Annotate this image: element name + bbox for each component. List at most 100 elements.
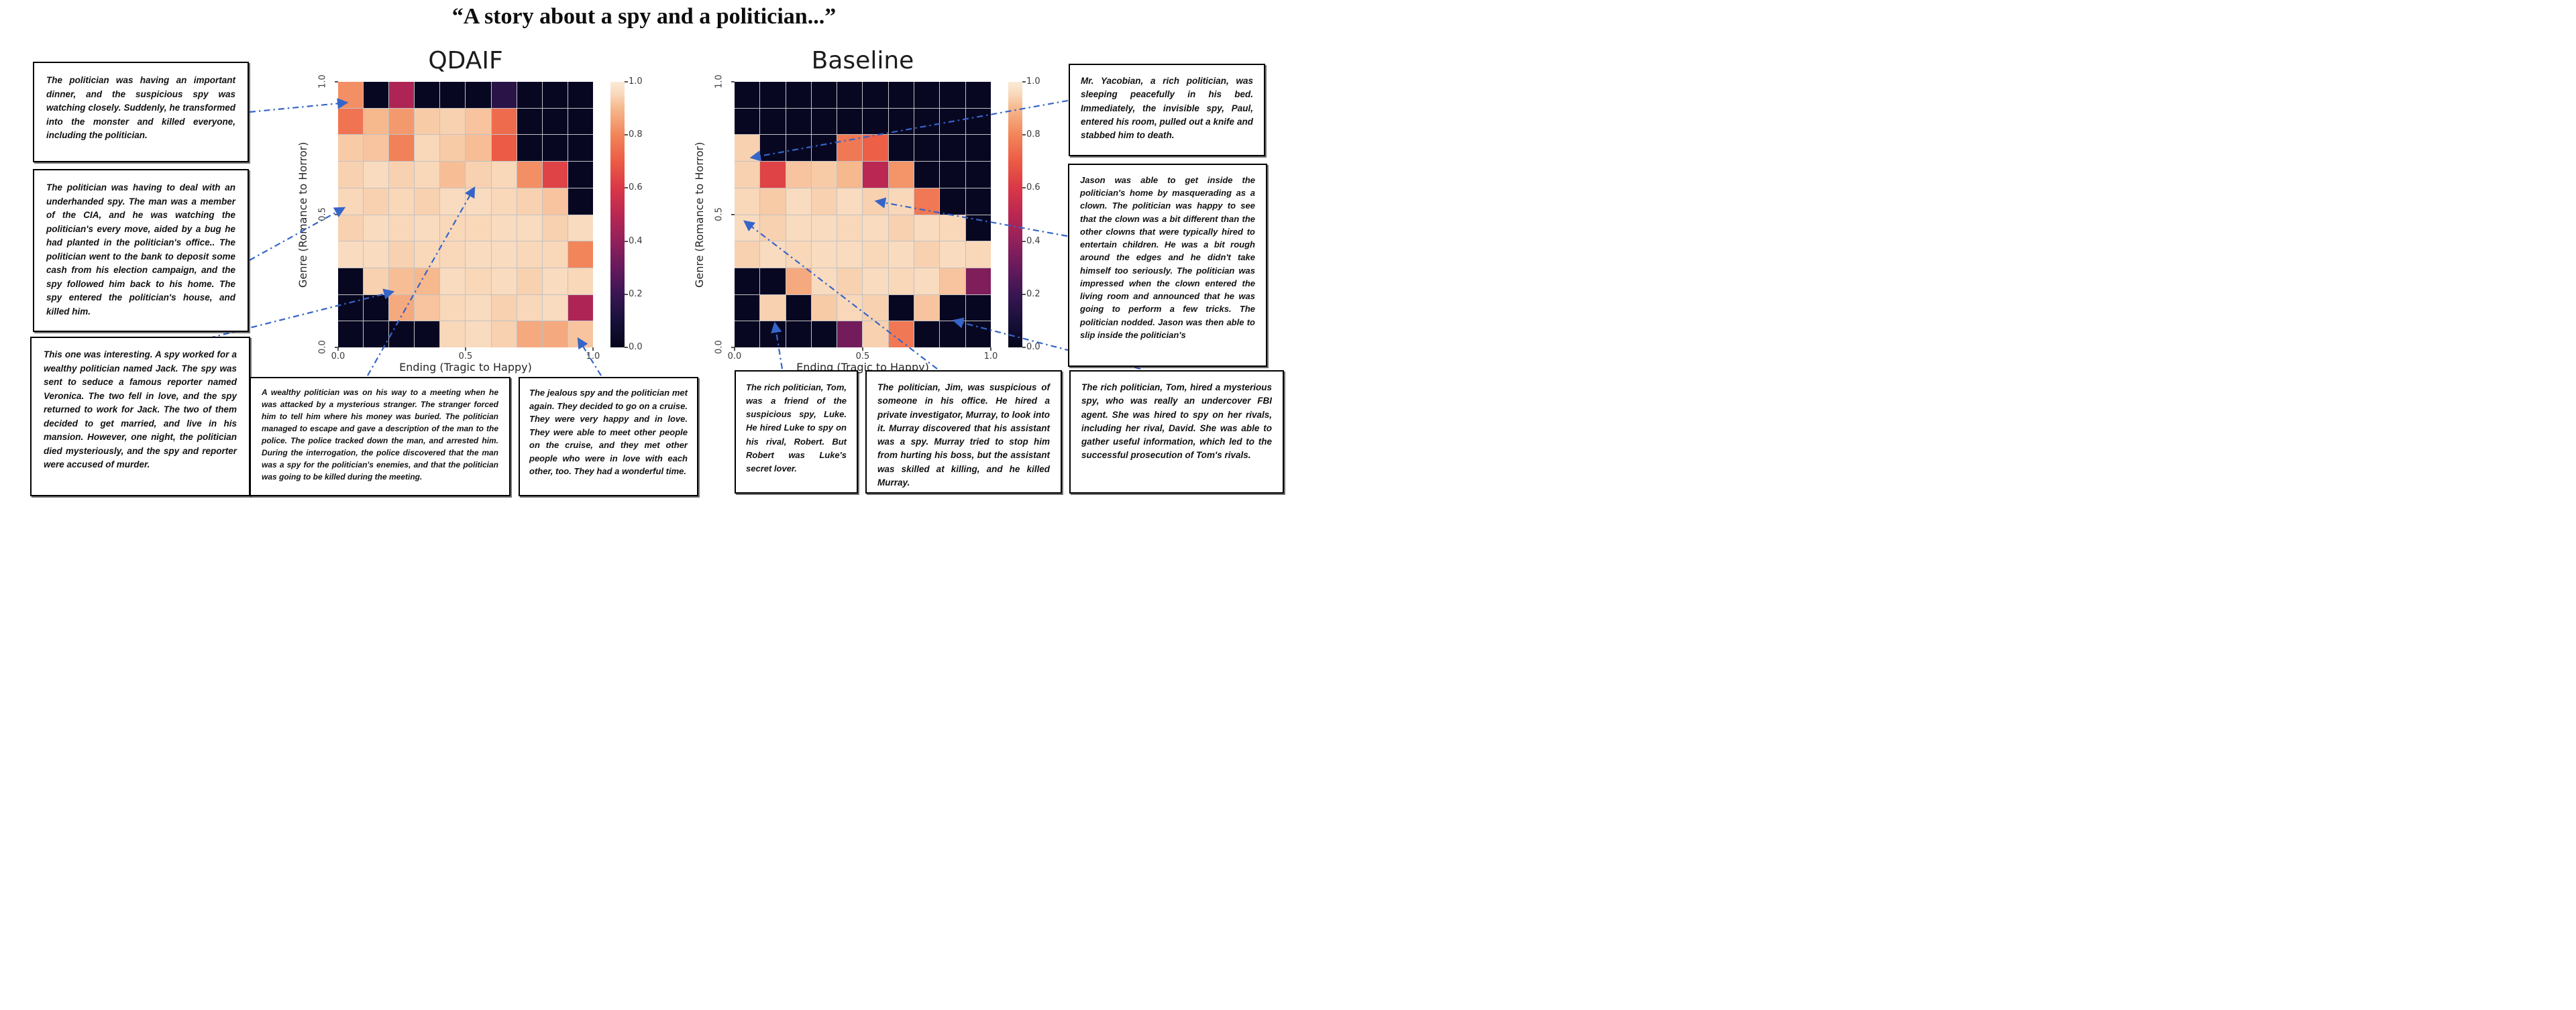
heatmap-cell: [542, 162, 568, 188]
qdaif-panel-title: QDAIF: [428, 47, 503, 74]
heatmap-cell: [415, 241, 440, 268]
colorbar-tick-mark: [1022, 293, 1026, 295]
heatmap-cell: [786, 82, 811, 108]
heatmap-cell: [517, 82, 542, 108]
heatmap-cell: [965, 294, 991, 321]
heatmap-cell: [491, 241, 517, 268]
heatmap-cell: [863, 215, 888, 241]
colorbar-tick-mark: [625, 240, 628, 242]
heatmap-cell: [837, 321, 863, 347]
heatmap-cell: [517, 188, 542, 215]
heatmap-cell: [811, 215, 837, 241]
heatmap-cell: [940, 215, 965, 241]
heatmap-cell: [542, 188, 568, 215]
heatmap-cell: [811, 162, 837, 188]
heatmap-cell: [542, 321, 568, 347]
colorbar-tick-label: 0.4: [629, 235, 643, 246]
heatmap-cell: [338, 82, 364, 108]
heatmap-cell: [440, 108, 466, 135]
heatmap-cell: [888, 188, 914, 215]
y-tick-label: 0.5: [714, 207, 724, 221]
colorbar-tick-mark: [625, 81, 628, 82]
heatmap-cell: [837, 135, 863, 162]
heatmap-cell: [811, 188, 837, 215]
story-text: The rich politician, Tom, hired a myster…: [1081, 382, 1272, 461]
heatmap-cell: [888, 162, 914, 188]
heatmap-cell: [440, 162, 466, 188]
heatmap-cell: [491, 135, 517, 162]
heatmap-cell: [735, 82, 760, 108]
heatmap-cell: [965, 82, 991, 108]
x-tick-label: 1.0: [983, 351, 998, 361]
heatmap-cell: [517, 108, 542, 135]
story-text: Mr. Yacobian, a rich politician, was sle…: [1081, 76, 1253, 140]
heatmap-cell: [786, 268, 811, 294]
heatmap-cell: [760, 294, 786, 321]
heatmap-cell: [760, 108, 786, 135]
heatmap-cell: [786, 108, 811, 135]
story-text: A wealthy politician was on his way to a…: [262, 388, 498, 482]
heatmap-cell: [364, 108, 389, 135]
colorbar-tick-label: 0.4: [1026, 235, 1040, 246]
story-text: This one was interesting. A spy worked f…: [44, 349, 237, 470]
heatmap-cell: [786, 294, 811, 321]
x-tick-mark: [337, 347, 339, 351]
x-tick-label: 0.5: [855, 351, 870, 361]
heatmap-cell: [466, 82, 491, 108]
heatmap-cell: [466, 108, 491, 135]
colorbar-tick-mark: [1022, 81, 1026, 82]
story-text: The jealous spy and the politician met a…: [529, 388, 688, 476]
heatmap-cell: [517, 241, 542, 268]
heatmap-cell: [888, 135, 914, 162]
heatmap-cell: [338, 135, 364, 162]
heatmap-cell: [568, 241, 593, 268]
heatmap-cell: [914, 188, 940, 215]
heatmap-cell: [863, 135, 888, 162]
heatmap-cell: [491, 108, 517, 135]
heatmap-cell: [389, 162, 415, 188]
heatmap-cell: [888, 268, 914, 294]
heatmap-cell: [914, 294, 940, 321]
heatmap-cell: [940, 82, 965, 108]
x-tick-label: 0.0: [331, 351, 345, 361]
baseline-colorbar: [1008, 82, 1022, 347]
x-tick-mark: [592, 347, 594, 351]
heatmap-cell: [914, 135, 940, 162]
colorbar-tick-mark: [1022, 347, 1026, 348]
x-tick-label: 0.0: [727, 351, 742, 361]
heatmap-cell: [542, 135, 568, 162]
heatmap-cell: [965, 215, 991, 241]
heatmap-cell: [389, 215, 415, 241]
heatmap-cell: [760, 135, 786, 162]
heatmap-cell: [542, 82, 568, 108]
heatmap-cell: [940, 241, 965, 268]
heatmap-cell: [888, 321, 914, 347]
heatmap-cell: [440, 188, 466, 215]
y-tick-mark: [335, 214, 338, 215]
heatmap-cell: [735, 108, 760, 135]
heatmap-cell: [863, 108, 888, 135]
qdaif-colorbar: [610, 82, 625, 347]
colorbar-tick-label: 0.0: [1026, 342, 1040, 352]
heatmap-cell: [364, 162, 389, 188]
heatmap-cell: [440, 215, 466, 241]
heatmap-cell: [364, 241, 389, 268]
colorbar-tick-label: 0.8: [629, 129, 643, 140]
heatmap-cell: [389, 294, 415, 321]
heatmap-cell: [491, 82, 517, 108]
heatmap-cell: [760, 162, 786, 188]
heatmap-cell: [415, 321, 440, 347]
heatmap-cell: [837, 82, 863, 108]
heatmap-cell: [940, 188, 965, 215]
story-box-bottom-baseline-2: The politician, Jim, was suspicious of s…: [865, 370, 1062, 494]
colorbar-tick-label: 1.0: [629, 76, 643, 87]
heatmap-cell: [735, 215, 760, 241]
heatmap-cell: [568, 82, 593, 108]
heatmap-cell: [811, 135, 837, 162]
heatmap-cell: [389, 82, 415, 108]
heatmap-cell: [965, 162, 991, 188]
heatmap-cell: [542, 215, 568, 241]
story-box-bottom-baseline-3: The rich politician, Tom, hired a myster…: [1069, 370, 1284, 494]
heatmap-cell: [914, 162, 940, 188]
story-text: The politician was having an important d…: [46, 75, 235, 141]
